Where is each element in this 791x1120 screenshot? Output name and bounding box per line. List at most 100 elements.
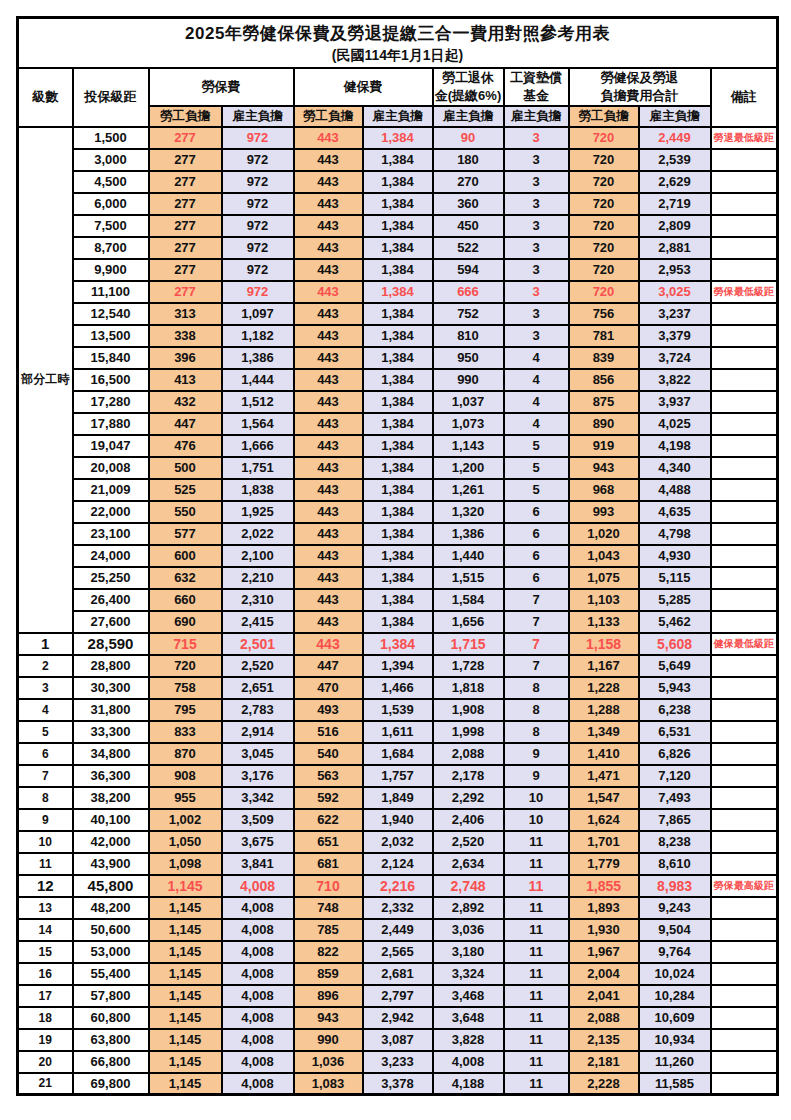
value-cell: 2,881 [639,237,711,259]
value-cell: 1,715 [433,633,504,655]
value-cell: 5,115 [639,567,711,589]
value-cell: 1,145 [149,1073,222,1095]
page-title: 2025年勞健保保費及勞退提繳三合一費用對照參考用表 [19,22,776,47]
value-cell: 9,504 [639,919,711,941]
bracket-cell: 26,400 [73,589,149,611]
value-cell: 2,629 [639,171,711,193]
bracket-cell: 28,800 [73,655,149,677]
value-cell: 795 [149,699,222,721]
value-cell: 443 [294,369,363,391]
value-cell: 443 [294,303,363,325]
value-cell: 1,925 [222,501,294,523]
value-cell: 11 [504,831,569,853]
value-cell: 11 [504,985,569,1007]
value-cell: 3,675 [222,831,294,853]
value-cell: 2,651 [222,677,294,699]
value-cell: 11 [504,875,569,897]
remark-cell [711,215,778,237]
remark-cell [711,1029,778,1051]
value-cell: 2,415 [222,611,294,633]
bracket-cell: 63,800 [73,1029,149,1051]
bracket-cell: 13,500 [73,325,149,347]
value-cell: 666 [433,281,504,303]
value-cell: 4,008 [433,1051,504,1073]
header-wage-fund-line2: 基金 [505,87,568,105]
value-cell: 1,384 [363,215,433,237]
value-cell: 11 [504,919,569,941]
value-cell: 277 [149,237,222,259]
value-cell: 9 [504,743,569,765]
value-cell: 443 [294,347,363,369]
value-cell: 4,025 [639,413,711,435]
value-cell: 720 [569,149,639,171]
value-cell: 277 [149,171,222,193]
value-cell: 950 [433,347,504,369]
value-cell: 2,501 [222,633,294,655]
value-cell: 6,238 [639,699,711,721]
value-cell: 6 [504,567,569,589]
value-cell: 470 [294,677,363,699]
value-cell: 10 [504,809,569,831]
value-cell: 748 [294,897,363,919]
value-cell: 493 [294,699,363,721]
value-cell: 1,384 [363,413,433,435]
remark-cell [711,237,778,259]
value-cell: 3,379 [639,325,711,347]
value-cell: 3,937 [639,391,711,413]
value-cell: 1,050 [149,831,222,853]
value-cell: 1,073 [433,413,504,435]
value-cell: 1,103 [569,589,639,611]
value-cell: 7,493 [639,787,711,809]
value-cell: 600 [149,545,222,567]
remark-cell [711,1073,778,1095]
value-cell: 622 [294,809,363,831]
value-cell: 2,914 [222,721,294,743]
value-cell: 476 [149,435,222,457]
level-cell: 5 [18,721,73,743]
value-cell: 1,228 [569,677,639,699]
value-cell: 443 [294,413,363,435]
value-cell: 943 [569,457,639,479]
value-cell: 443 [294,633,363,655]
table-body: 部分工時1,5002779724431,3849037202,449勞退最低級距… [18,127,778,1095]
value-cell: 2,942 [363,1007,433,1029]
value-cell: 1,386 [222,347,294,369]
table-row: 22,0005501,9254431,3841,32069934,635 [18,501,778,523]
value-cell: 1,471 [569,765,639,787]
value-cell: 9,243 [639,897,711,919]
value-cell: 4,488 [639,479,711,501]
bracket-cell: 43,900 [73,853,149,875]
value-cell: 1,098 [149,853,222,875]
remark-cell: 健保最低級距 [711,633,778,655]
value-cell: 2,032 [363,831,433,853]
value-cell: 516 [294,721,363,743]
part-time-merged-cell: 部分工時 [18,127,73,633]
remark-cell [711,655,778,677]
value-cell: 1,384 [363,193,433,215]
bracket-cell: 19,047 [73,435,149,457]
value-cell: 758 [149,677,222,699]
value-cell: 3,233 [363,1051,433,1073]
value-cell: 1,349 [569,721,639,743]
value-cell: 720 [569,237,639,259]
value-cell: 11,585 [639,1073,711,1095]
value-cell: 3,468 [433,985,504,1007]
bracket-cell: 53,000 [73,941,149,963]
table-row: 634,8008703,0455401,6842,08891,4106,826 [18,743,778,765]
table-row: 330,3007582,6514701,4661,81881,2285,943 [18,677,778,699]
value-cell: 919 [569,435,639,457]
value-cell: 3 [504,281,569,303]
value-cell: 3,828 [433,1029,504,1051]
value-cell: 1,083 [294,1073,363,1095]
table-row: 23,1005772,0224431,3841,38661,0204,798 [18,523,778,545]
value-cell: 11 [504,1073,569,1095]
value-cell: 180 [433,149,504,171]
value-cell: 4,188 [433,1073,504,1095]
remark-cell [711,787,778,809]
level-cell: 9 [18,809,73,831]
value-cell: 681 [294,853,363,875]
level-cell: 13 [18,897,73,919]
value-cell: 450 [433,215,504,237]
value-cell: 1,384 [363,127,433,149]
table-row: 1245,8001,1454,0087102,2162,748111,8558,… [18,875,778,897]
